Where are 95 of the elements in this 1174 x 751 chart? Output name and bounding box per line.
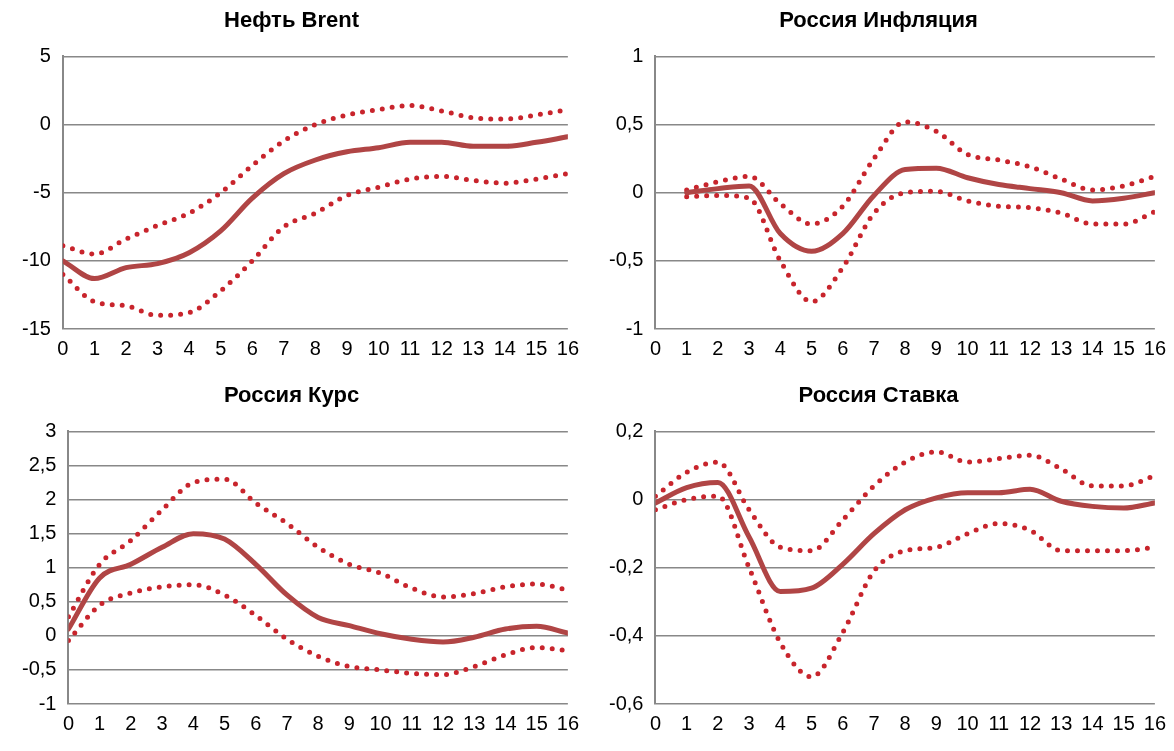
x-tick-label: 12: [1018, 711, 1042, 734]
x-tick-label: 11: [399, 336, 421, 359]
x-tick-label: 3: [152, 336, 164, 359]
x-tick-label: 11: [988, 711, 1010, 734]
x-tick-label: 13: [1050, 711, 1073, 734]
x-tick-label: 16: [556, 711, 579, 734]
x-tick-label: 6: [246, 336, 258, 359]
x-tick-label: 15: [1112, 336, 1135, 359]
x-tick-label: 12: [1018, 336, 1042, 359]
x-tick-label: 12: [430, 336, 453, 359]
x-tick-label: 2: [120, 336, 132, 359]
x-tick-label: 3: [743, 711, 755, 734]
y-tick-label: -0,4: [608, 623, 644, 646]
x-tick-label: 9: [341, 336, 353, 359]
x-tick-label: 0: [62, 711, 75, 734]
y-tick-label: 0: [45, 623, 57, 646]
x-tick-label: 0: [649, 336, 662, 359]
x-tick-label: 1: [94, 711, 106, 734]
x-tick-label: 15: [525, 711, 548, 734]
y-tick-label: 3: [45, 418, 57, 441]
x-tick-label: 16: [556, 336, 579, 359]
x-tick-label: 1: [88, 336, 101, 359]
y-tick-label: 5: [39, 43, 51, 66]
x-tick-label: 14: [494, 711, 517, 734]
y-tick-label: 0: [632, 180, 644, 203]
y-tick-label: -0,2: [608, 555, 644, 578]
y-tick-label: -10: [22, 248, 51, 271]
x-tick-label: 5: [805, 336, 818, 359]
chart-title: Россия Инфляция: [779, 7, 978, 33]
x-tick-label: 10: [956, 711, 979, 734]
x-tick-label: 10: [367, 336, 390, 359]
x-tick-label: 10: [956, 336, 979, 359]
x-tick-label: 16: [1143, 336, 1166, 359]
x-tick-label: 13: [462, 336, 485, 359]
y-tick-label: 1: [632, 43, 644, 66]
y-tick-label: -5: [33, 180, 51, 203]
y-tick-label: -1: [38, 691, 57, 714]
x-tick-label: 8: [312, 711, 324, 734]
chart-title: Россия Ставка: [798, 382, 960, 408]
x-tick-label: 9: [343, 711, 355, 734]
x-tick-label: 13: [1050, 336, 1073, 359]
y-tick-label: -1: [625, 316, 644, 339]
y-tick-label: 0,5: [28, 589, 57, 612]
x-tick-label: 6: [250, 711, 262, 734]
y-tick-label: 0,5: [615, 112, 644, 135]
x-tick-label: 4: [774, 336, 786, 359]
x-tick-label: 8: [309, 336, 321, 359]
x-tick-label: 4: [187, 711, 199, 734]
y-tick-label: 0,2: [615, 418, 644, 441]
x-tick-label: 5: [805, 711, 818, 734]
x-tick-label: 14: [1081, 336, 1104, 359]
x-tick-label: 7: [281, 711, 293, 734]
x-tick-label: 2: [712, 336, 724, 359]
y-tick-label: -0,5: [608, 248, 644, 271]
x-tick-label: 2: [125, 711, 137, 734]
x-tick-label: 2: [712, 711, 724, 734]
x-tick-label: 5: [218, 711, 231, 734]
x-tick-label: 9: [930, 336, 942, 359]
x-tick-label: 6: [837, 711, 849, 734]
x-tick-label: 14: [493, 336, 516, 359]
x-tick-label: 7: [278, 336, 290, 359]
x-tick-label: 7: [868, 711, 880, 734]
y-tick-label: 0: [39, 112, 51, 135]
x-tick-label: 3: [743, 336, 755, 359]
x-tick-label: 8: [899, 336, 911, 359]
y-tick-label: 2,5: [28, 452, 57, 475]
y-tick-label: 1,5: [28, 521, 57, 544]
y-tick-label: 1: [45, 555, 57, 578]
x-tick-label: 15: [525, 336, 548, 359]
x-tick-label: 1: [681, 336, 693, 359]
y-tick-label: -15: [22, 316, 51, 339]
x-tick-label: 15: [1112, 711, 1135, 734]
x-tick-label: 5: [215, 336, 227, 359]
x-tick-label: 11: [401, 711, 423, 734]
x-tick-label: 1: [681, 711, 693, 734]
x-tick-label: 0: [649, 711, 662, 734]
x-tick-label: 12: [431, 711, 455, 734]
x-tick-label: 13: [463, 711, 486, 734]
y-tick-label: -0,5: [21, 657, 57, 680]
y-tick-label: 2: [45, 487, 57, 510]
chart-title: Россия Курс: [223, 382, 360, 408]
x-tick-label: 4: [774, 711, 786, 734]
x-tick-label: 3: [156, 711, 168, 734]
x-tick-label: 11: [988, 336, 1010, 359]
x-tick-label: 9: [930, 711, 942, 734]
x-tick-label: 10: [369, 711, 392, 734]
x-tick-label: 6: [837, 336, 849, 359]
x-tick-label: 7: [868, 336, 880, 359]
x-tick-label: 4: [183, 336, 195, 359]
x-tick-label: 16: [1143, 711, 1166, 734]
y-tick-label: 0: [632, 487, 644, 510]
chart-title: Нефть Brent: [224, 7, 360, 33]
x-tick-label: 14: [1081, 711, 1104, 734]
x-tick-label: 8: [899, 711, 911, 734]
y-tick-label: -0,6: [608, 691, 644, 714]
